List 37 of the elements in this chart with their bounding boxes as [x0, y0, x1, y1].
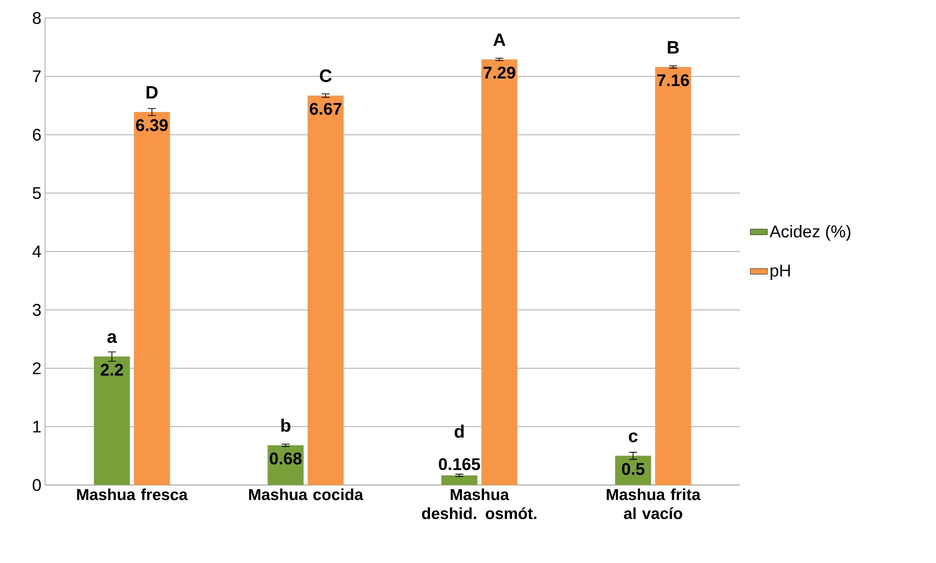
data-label: 2.2 — [100, 364, 123, 376]
bar — [655, 67, 692, 485]
annotation: C — [320, 69, 332, 82]
data-label: 6.67 — [310, 102, 342, 115]
y-tick-label: 0 — [32, 478, 41, 491]
bar — [308, 96, 344, 485]
bar — [94, 356, 130, 485]
y-tick-label: 6 — [32, 128, 41, 141]
x-tick-label: Mashua fresca — [77, 488, 188, 500]
y-tick-label: 5 — [32, 187, 41, 200]
annotation: B — [668, 41, 679, 54]
annotation: A — [493, 34, 506, 46]
y-tick-label: 3 — [32, 304, 41, 316]
legend-label: pH — [770, 264, 790, 280]
bar — [441, 475, 478, 485]
data-label: 7.16 — [657, 74, 690, 86]
y-tick-label: 7 — [32, 70, 41, 82]
y-tick-label: 2 — [32, 362, 41, 374]
x-tick-label: Mashua deshid. osmót. — [422, 488, 536, 520]
annotation: c — [628, 432, 638, 442]
x-tick-label: Mashua frita al vacío — [606, 488, 701, 520]
y-tick-label: 4 — [32, 246, 41, 258]
annotation: D — [146, 86, 158, 98]
data-label: 7.29 — [484, 66, 516, 79]
annotation: a — [107, 333, 117, 344]
legend-label: Acidez (%) — [770, 225, 850, 241]
bar — [481, 59, 518, 485]
x-tick-label: Mashua cocida — [249, 488, 364, 500]
y-tick-label: 8 — [32, 12, 41, 24]
annotation: b — [281, 418, 290, 432]
data-label: 0.165 — [438, 458, 480, 470]
y-tick-label: 1 — [33, 420, 41, 432]
data-label: 0.5 — [622, 462, 644, 475]
data-label: 6.39 — [136, 119, 168, 132]
annotation: d — [454, 424, 464, 438]
data-label: 0.68 — [270, 452, 302, 464]
bar — [134, 112, 170, 485]
